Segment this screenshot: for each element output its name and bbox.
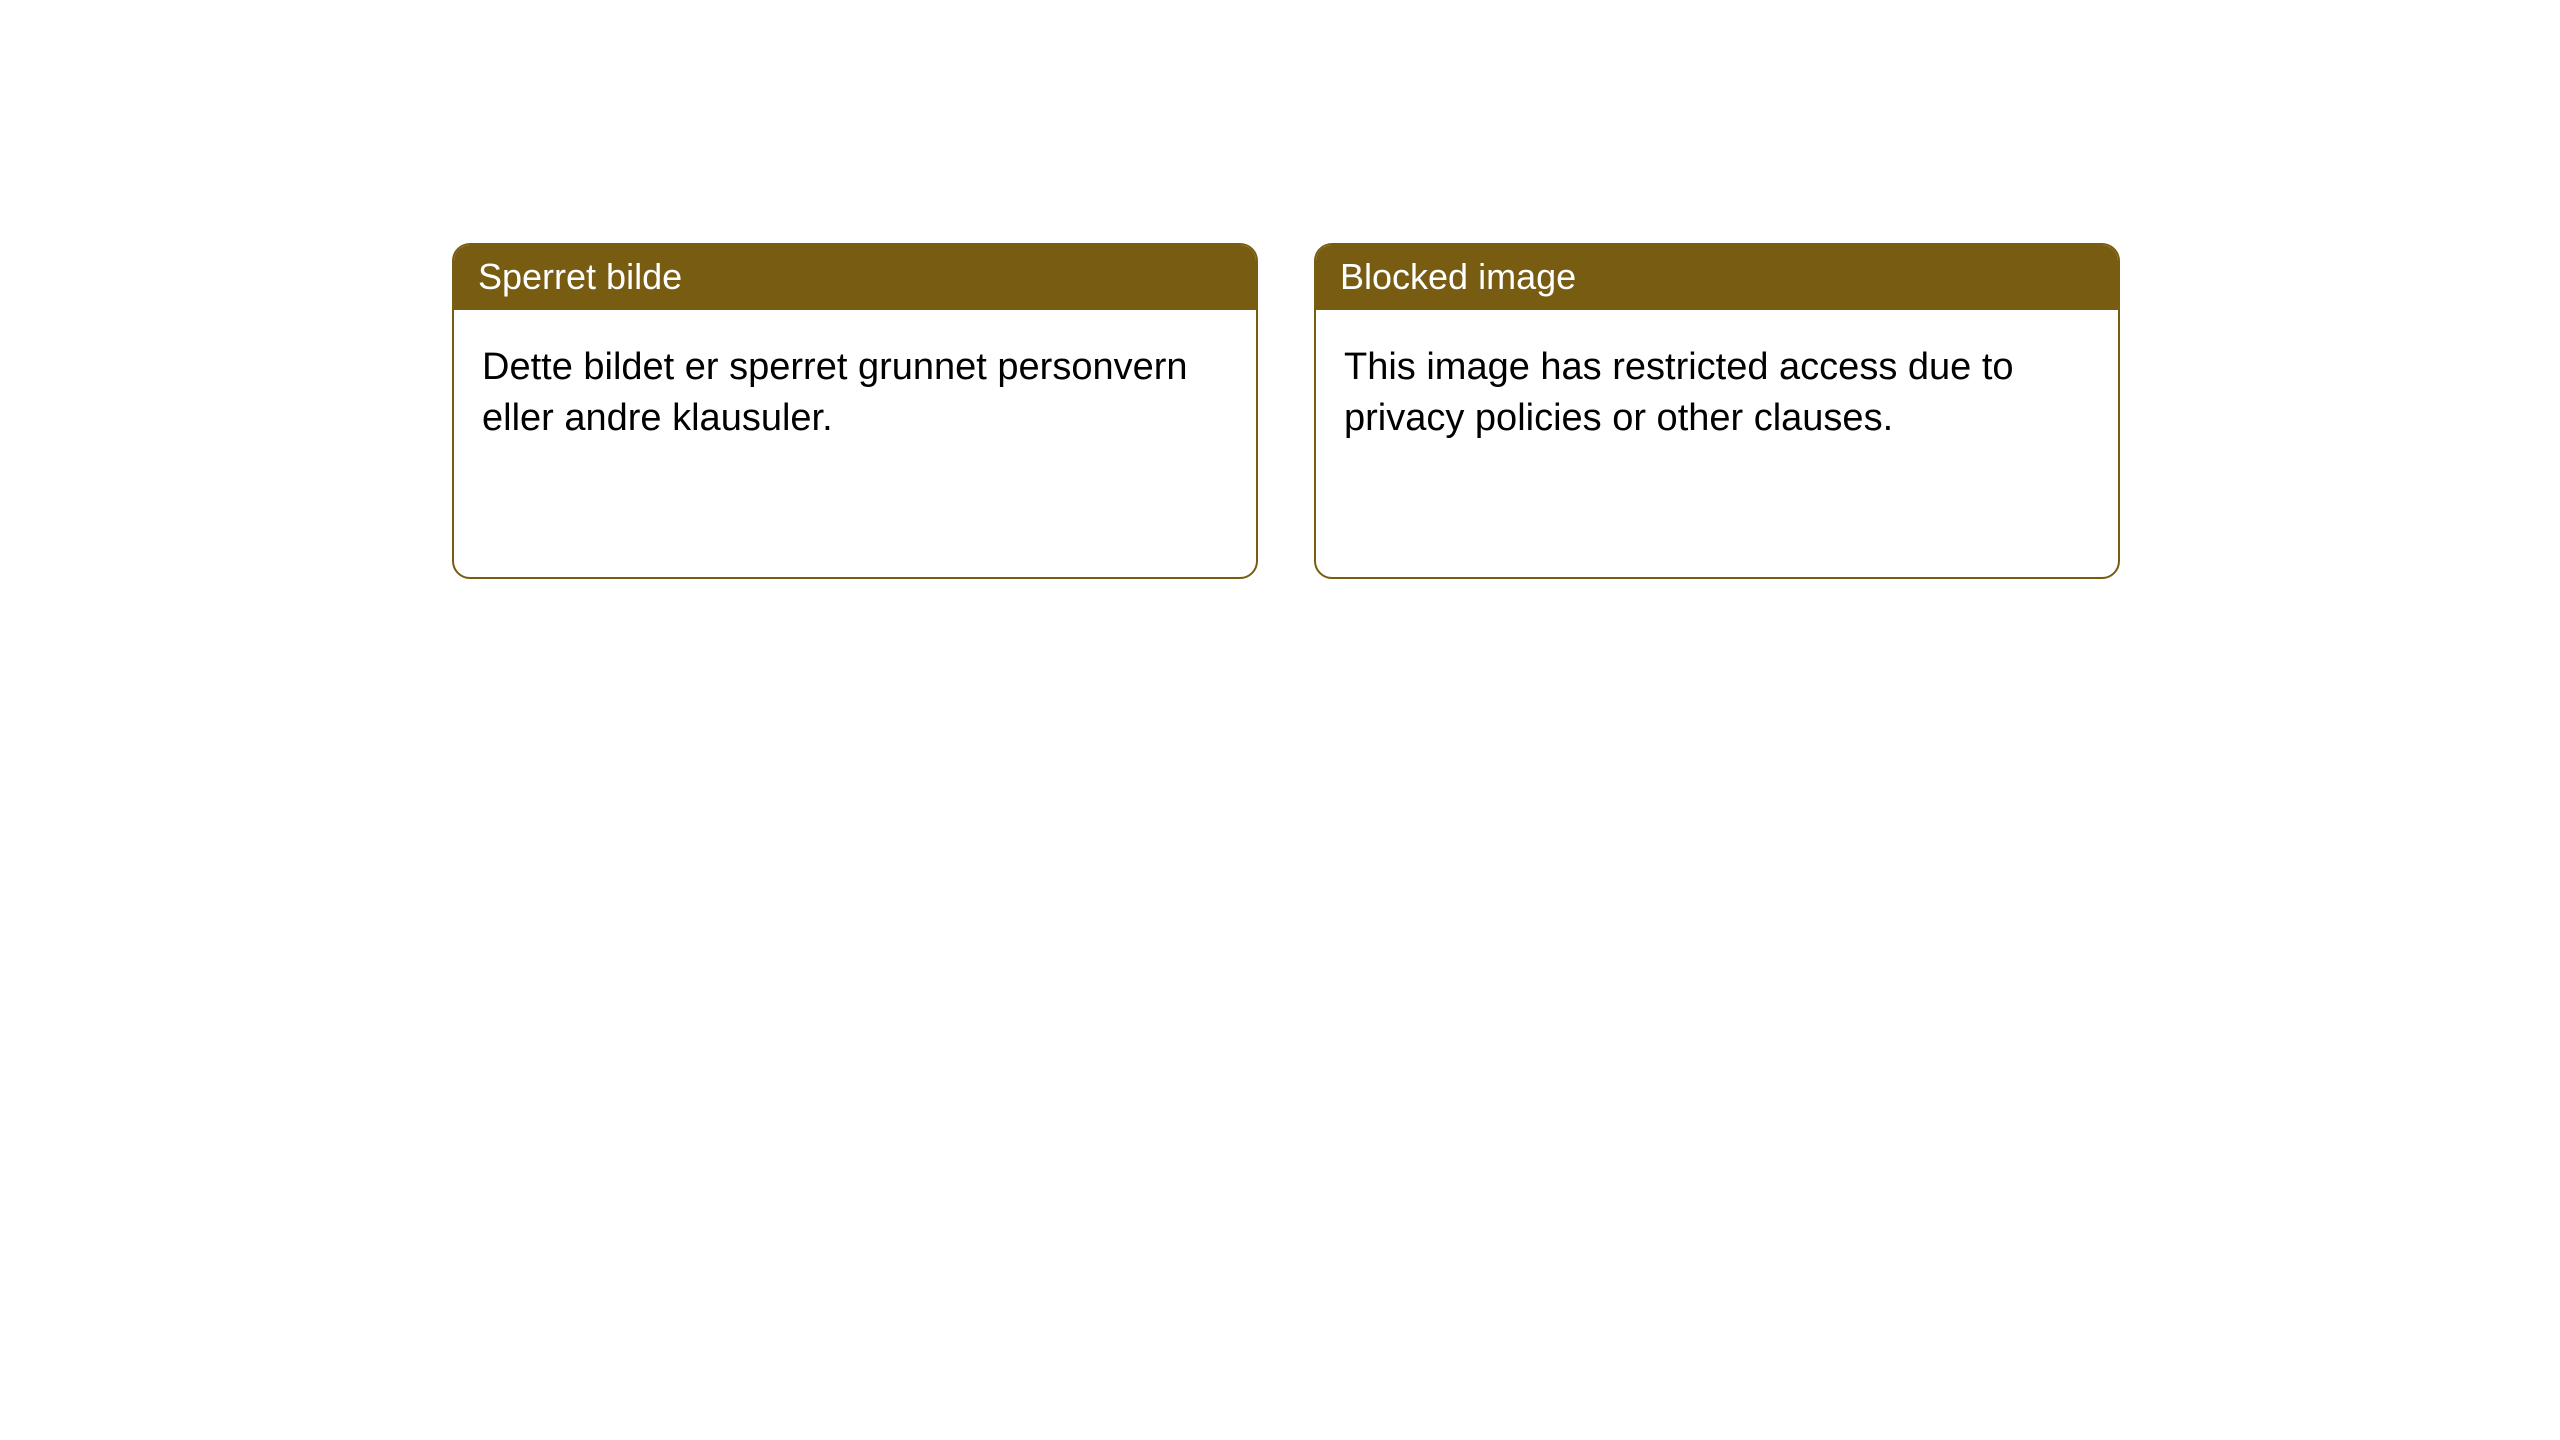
blocked-image-card-english: Blocked image This image has restricted … (1314, 243, 2120, 579)
card-body-norwegian: Dette bildet er sperret grunnet personve… (454, 310, 1256, 477)
card-title-english: Blocked image (1316, 245, 2118, 310)
card-body-english: This image has restricted access due to … (1316, 310, 2118, 477)
blocked-image-card-norwegian: Sperret bilde Dette bildet er sperret gr… (452, 243, 1258, 579)
card-title-norwegian: Sperret bilde (454, 245, 1256, 310)
notice-container: Sperret bilde Dette bildet er sperret gr… (0, 0, 2560, 579)
